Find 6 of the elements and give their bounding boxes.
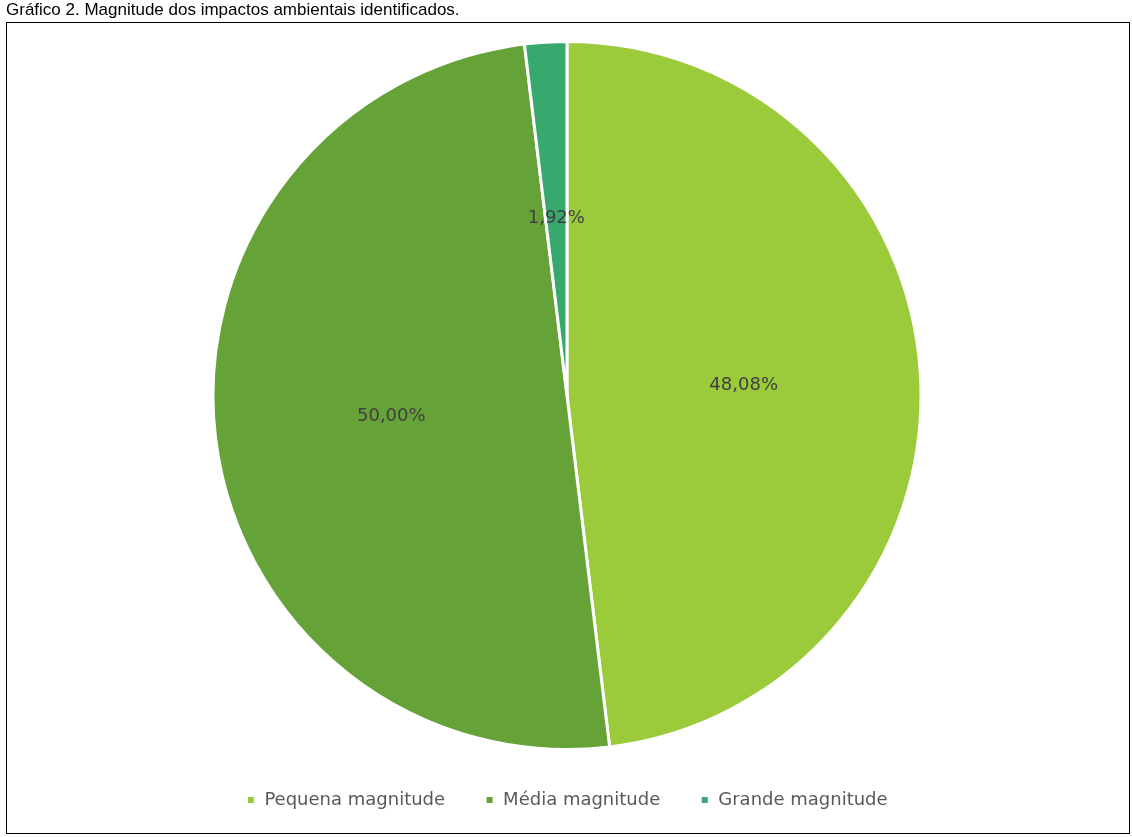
data-label: 48,08% bbox=[709, 372, 778, 394]
legend-label: Grande magnitude bbox=[718, 787, 888, 809]
chart-title: Gráfico 2. Magnitude dos impactos ambientais identificados. bbox=[6, 0, 460, 20]
data-label: 50,00% bbox=[356, 404, 426, 426]
legend-label: Pequena magnitude bbox=[264, 787, 446, 809]
legend-label: Média magnitude bbox=[503, 787, 661, 809]
